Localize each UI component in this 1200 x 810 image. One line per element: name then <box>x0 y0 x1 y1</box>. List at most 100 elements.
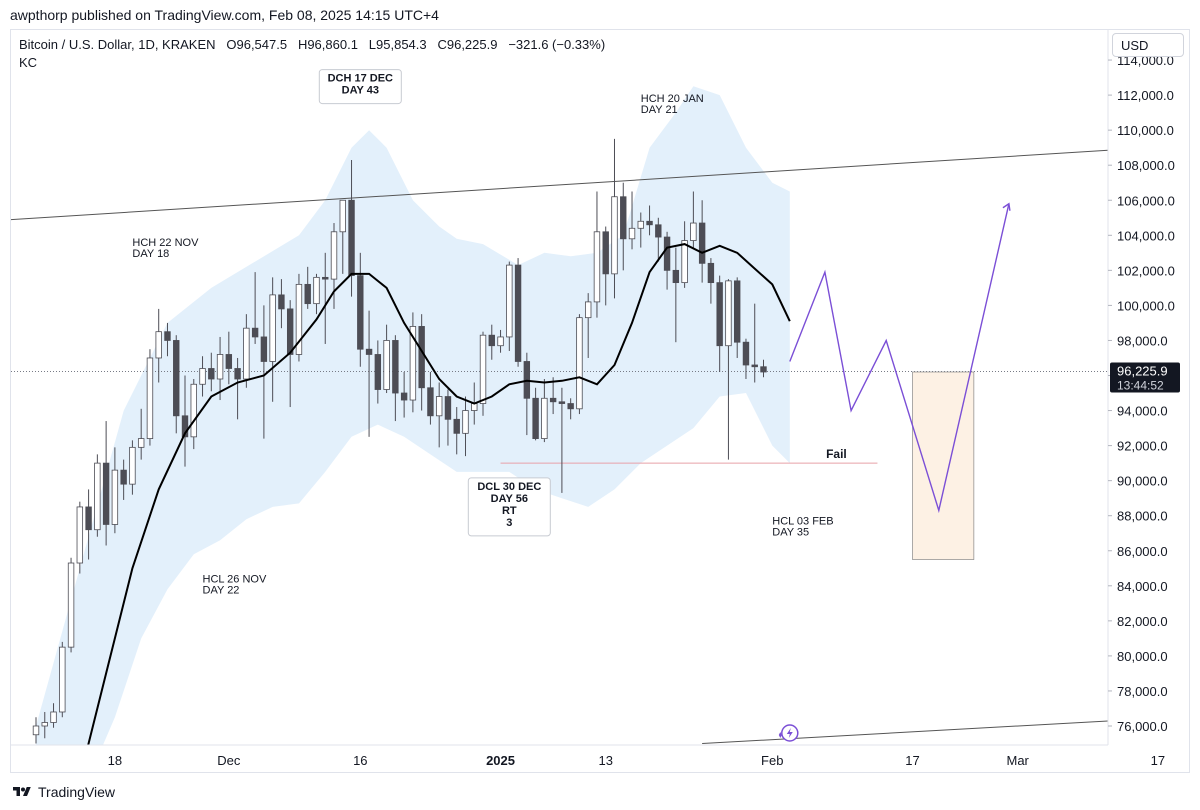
candle <box>453 407 460 455</box>
currency-button[interactable]: USD <box>1112 33 1184 57</box>
candle-body <box>392 340 399 394</box>
candle <box>734 277 741 358</box>
candle-body <box>663 236 671 271</box>
candle <box>760 359 767 378</box>
footer-brand[interactable]: TradingView <box>12 784 115 800</box>
candle <box>129 440 136 495</box>
candle-body <box>199 368 206 385</box>
candle <box>400 371 408 418</box>
kc-middle-line <box>87 243 791 745</box>
candle <box>506 261 513 351</box>
candle <box>698 200 706 283</box>
candle-body <box>444 396 452 420</box>
candle-body <box>190 383 197 438</box>
candle <box>322 252 329 344</box>
candle-body <box>672 269 680 284</box>
candle <box>532 387 539 441</box>
candle <box>339 199 346 274</box>
candle <box>663 231 671 290</box>
annotation-box <box>318 69 402 105</box>
candle-body <box>514 264 522 362</box>
lower-trendline <box>702 720 1108 745</box>
candle-body <box>383 340 390 390</box>
time-axis-label: 17 <box>905 753 919 768</box>
candle <box>94 454 101 537</box>
price-axis-label: 82,000.0 <box>1117 614 1168 629</box>
candle-body <box>164 331 171 341</box>
symbol-name[interactable]: Bitcoin / U.S. Dollar, 1D, KRAKEN <box>19 37 216 52</box>
candle-body <box>155 331 162 359</box>
candle-body <box>541 397 548 439</box>
candle-body <box>497 336 504 347</box>
candle <box>67 557 75 653</box>
price-axis-label: 86,000.0 <box>1117 544 1168 559</box>
candle-body <box>488 334 495 347</box>
candle-body <box>698 222 706 264</box>
candle <box>234 357 241 420</box>
candle-body <box>611 196 618 275</box>
candle <box>111 447 119 534</box>
annotation-text: DAY 18 <box>132 248 169 260</box>
annotation-text: HCL 03 FEB <box>772 515 833 527</box>
candle-body <box>339 199 346 233</box>
candle-body <box>330 231 338 280</box>
candle <box>357 252 364 367</box>
candle-body <box>173 340 180 417</box>
price-axis-label: 88,000.0 <box>1117 509 1168 524</box>
candle-body <box>243 327 250 380</box>
time-axis-label: 16 <box>353 753 367 768</box>
last-price-value: 96,225.9 <box>1117 364 1168 379</box>
change-value: −321.6 (−0.33%) <box>508 37 606 52</box>
candle-body <box>637 220 644 229</box>
sparkle-icon <box>778 732 782 738</box>
indicator-label[interactable]: KC <box>19 55 38 70</box>
candle <box>173 335 180 434</box>
candle-body <box>655 224 662 238</box>
candle-body <box>111 469 119 525</box>
annotation-box <box>467 477 551 537</box>
candle-body <box>707 262 715 284</box>
candle <box>672 247 680 343</box>
time-axis-label: 17 <box>1151 753 1165 768</box>
candle <box>190 379 197 450</box>
candle <box>655 217 662 262</box>
candle-body <box>418 326 425 389</box>
chart-frame <box>10 29 1190 773</box>
candle <box>208 352 215 392</box>
candle-body <box>409 326 417 401</box>
price-axis-label: 112,000.0 <box>1117 88 1174 103</box>
candle-body <box>453 418 460 434</box>
high-value: 96,860.1 <box>307 37 358 52</box>
candle-body <box>690 222 697 241</box>
candle <box>304 266 311 309</box>
candle <box>628 191 636 250</box>
candle-body <box>365 348 373 355</box>
candle <box>725 279 732 460</box>
annotation-text: HCH 22 NOV <box>132 237 199 249</box>
candle <box>41 711 48 739</box>
candle <box>690 191 697 248</box>
candle <box>155 308 162 383</box>
annotation-text: DAY 56 <box>491 493 528 505</box>
candle-body <box>734 280 741 343</box>
candle <box>742 338 750 380</box>
upper-trendline <box>11 149 1108 221</box>
candle-body <box>646 220 653 226</box>
candle-body <box>67 562 75 648</box>
candle-body <box>76 506 84 564</box>
time-axis-label: Mar <box>1006 753 1029 768</box>
candle-body <box>102 462 110 525</box>
candle-body <box>304 283 311 305</box>
candle-body <box>322 276 329 280</box>
annotation-text: DAY 21 <box>641 104 678 116</box>
candle-body <box>181 415 189 438</box>
time-axis-label: Feb <box>761 753 783 768</box>
time-axis: 18 Dec 16 2025 13 Feb 17 Mar 17 <box>108 753 1166 768</box>
price-axis-label: 104,000.0 <box>1117 228 1175 243</box>
candle <box>409 312 417 413</box>
candle-body <box>251 327 259 338</box>
tradingview-logo-icon <box>13 787 31 796</box>
